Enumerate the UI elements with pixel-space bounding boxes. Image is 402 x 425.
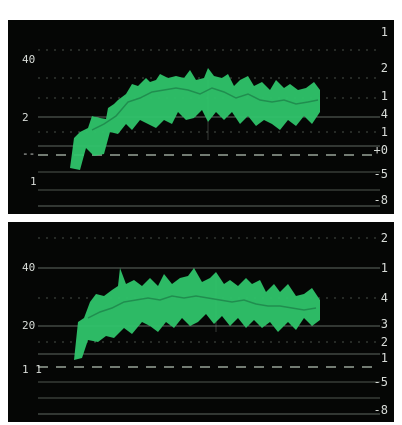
right-label-6: +0	[373, 143, 388, 157]
right-label-3: 1	[380, 89, 388, 103]
right-label-7: -5	[373, 375, 388, 389]
right-label-2: 1	[380, 261, 388, 275]
right-label-2: 2	[380, 61, 388, 75]
left-label-bottom: 1	[30, 175, 37, 188]
right-label-8: -8	[373, 403, 388, 417]
right-label-8: -8	[373, 193, 388, 207]
right-label-4: 3	[380, 317, 388, 331]
right-label-1: 1	[380, 25, 388, 39]
right-label-3: 4	[380, 291, 388, 305]
waveform-trace-top	[70, 68, 320, 170]
left-label-top: 40	[22, 261, 36, 274]
right-label-4: 4	[380, 107, 388, 121]
right-label-5: 2	[380, 335, 388, 349]
left-label-top: 40	[22, 53, 36, 66]
waveform-scope-bottom: 40 20 1 1 2 1 4 3 2 1 -5 -8	[8, 222, 394, 422]
left-label-lower: --	[22, 147, 36, 160]
waveform-graticule-bottom	[38, 237, 380, 415]
waveform-trace-bottom	[74, 268, 320, 360]
waveform-graticule-top	[38, 49, 380, 207]
left-label-middle: 2	[22, 111, 29, 124]
right-label-7: -5	[373, 167, 388, 181]
right-label-1: 2	[380, 231, 388, 245]
left-label-lower: 1 1	[22, 363, 42, 376]
right-label-6: 1	[380, 351, 388, 365]
right-label-5: 1	[380, 125, 388, 139]
left-label-middle: 20	[22, 319, 36, 332]
waveform-scope-top: 40 2 -- 1 1 2 1 4 1 +0 -5 -8	[8, 20, 394, 214]
